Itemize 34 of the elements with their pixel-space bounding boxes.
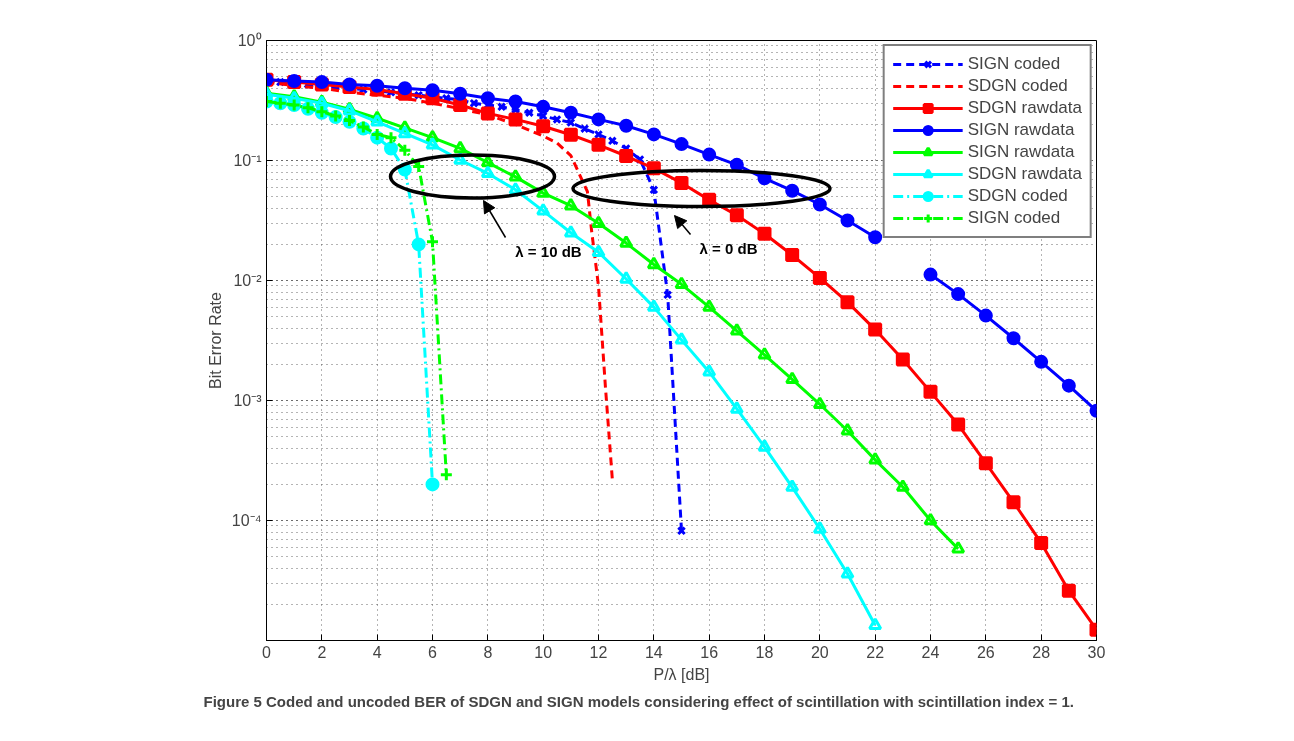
x-tick-label: 8 xyxy=(483,643,493,661)
x-tick-label: 18 xyxy=(755,643,774,661)
x-tick-label: 2 xyxy=(317,643,327,661)
x-tick-label: 14 xyxy=(644,643,663,661)
y-tick-label: 10⁻¹ xyxy=(233,152,262,169)
x-axis-title: P/λ [dB] xyxy=(653,665,710,683)
legend-label: SDGN coded xyxy=(967,76,1068,96)
x-tick-label: 26 xyxy=(976,643,995,661)
x-tick-label: 10 xyxy=(534,643,553,661)
y-axis-title: Bit Error Rate xyxy=(206,291,224,389)
caption: Figure 5 Coded and uncoded BER of SDGN and SIGN models considering effect of scintillation with scintillation index = 1. xyxy=(203,692,1075,710)
y-tick-label: 10⁻⁴ xyxy=(231,512,262,529)
legend-label: SIGN rawdata xyxy=(967,120,1075,140)
legend-label: SIGN coded xyxy=(967,54,1061,74)
y-tick-label: 10⁻³ xyxy=(233,392,263,409)
x-tick-label: 30 xyxy=(1087,643,1106,661)
x-tick-label: 22 xyxy=(866,643,885,661)
legend-label: SIGN rawdata xyxy=(967,142,1075,162)
legend-label: SDGN coded xyxy=(967,186,1068,206)
legend-label: SDGN rawdata xyxy=(967,164,1082,184)
legend-label: SIGN coded xyxy=(967,208,1061,228)
x-tick-label: 20 xyxy=(810,643,829,661)
x-tick-label: 24 xyxy=(921,643,940,661)
x-tick-label: 6 xyxy=(428,643,438,661)
y-tick-label: 10⁻² xyxy=(233,272,263,289)
x-tick-label: 0 xyxy=(262,643,272,661)
annotation: λ = 10 dB xyxy=(515,243,582,260)
x-tick-label: 28 xyxy=(1032,643,1051,661)
x-tick-label: 12 xyxy=(589,643,608,661)
annotation: λ = 0 dB xyxy=(699,240,758,257)
x-tick-label: 4 xyxy=(372,643,382,661)
legend-label: SDGN rawdata xyxy=(967,98,1082,118)
y-tick-label: 10⁰ xyxy=(237,32,262,49)
x-tick-label: 16 xyxy=(700,643,719,661)
